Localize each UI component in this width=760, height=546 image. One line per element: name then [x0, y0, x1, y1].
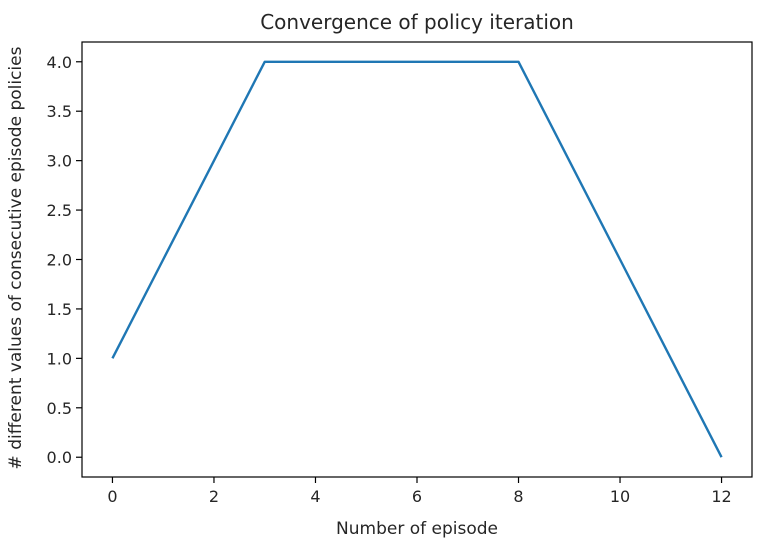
y-tick-label: 3.5	[47, 102, 72, 121]
series-layer	[111, 60, 723, 458]
x-axis-label: Number of episode	[336, 519, 498, 539]
y-tick-label: 0.5	[47, 399, 72, 418]
y-tick-label: 4.0	[47, 53, 72, 72]
x-tick-label: 10	[610, 487, 630, 506]
x-tick-label: 4	[310, 487, 320, 506]
y-tick-label: 1.0	[47, 349, 72, 368]
x-tick-label: 8	[513, 487, 523, 506]
y-tick-label: 2.5	[47, 201, 72, 220]
y-tick-label: 3.0	[47, 152, 72, 171]
chart-title: Convergence of policy iteration	[260, 10, 574, 34]
y-tick-label: 0.0	[47, 448, 72, 467]
series-line-0	[111, 60, 723, 458]
x-tick-label: 0	[107, 487, 117, 506]
y-axis-ticks: 0.0 0.5 1.0 1.5 2.0 2.5 3.0 3.5 4.0	[47, 53, 82, 467]
x-tick-label: 2	[209, 487, 219, 506]
x-tick-label: 12	[711, 487, 731, 506]
x-axis-ticks: 0 2 4 6 8 10 12	[107, 477, 732, 506]
x-tick-label: 6	[412, 487, 422, 506]
y-tick-label: 1.5	[47, 300, 72, 319]
y-axis-label: # different values of consecutive episod…	[6, 46, 26, 469]
y-tick-label: 2.0	[47, 251, 72, 270]
